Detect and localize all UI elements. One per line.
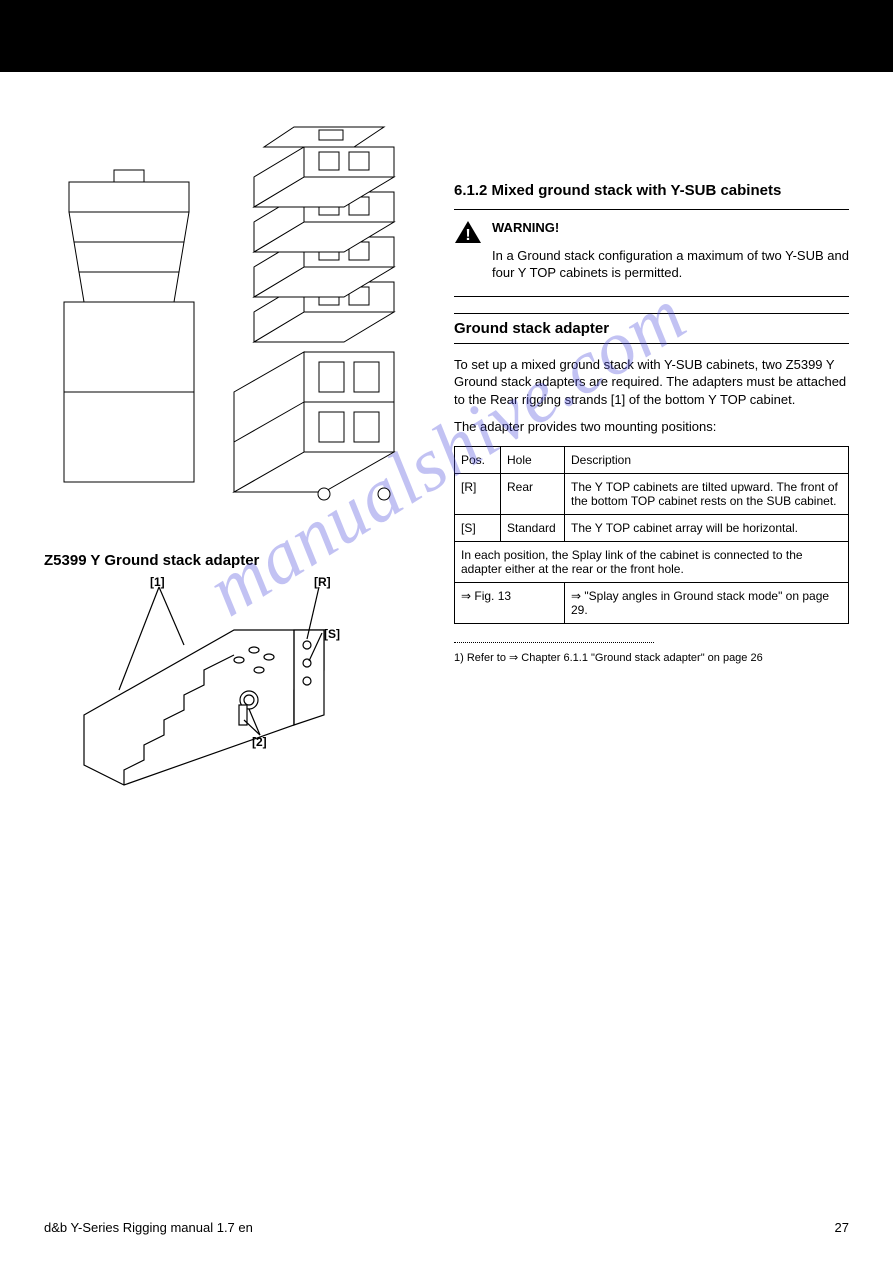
footnote: 1) Refer to ⇒ Chapter 6.1.1 "Ground stac… [454,651,849,664]
page-content: manualshive.com [0,72,893,805]
cell-desc: The Y TOP cabinet array will be horizont… [565,514,849,541]
section-heading: 6.1.2 Mixed ground stack with Y-SUB cabi… [454,182,849,199]
callout-2: [2] [252,735,267,749]
page-number: 27 [835,1220,849,1235]
cell-pos: [S] [455,514,501,541]
warning-box: ! WARNING! In a Ground stack configurati… [454,209,849,297]
cell-ref-right: ⇒ "Splay angles in Ground stack mode" on… [565,582,849,623]
cell-pos: [R] [455,473,501,514]
subsection-heading: Ground stack adapter [454,313,849,344]
stacks-svg [44,92,424,512]
callout-r: [R] [314,575,331,589]
callout-s: [S] [324,627,340,641]
right-column: 6.1.2 Mixed ground stack with Y-SUB cabi… [454,72,849,805]
th-hole: Hole [501,446,565,473]
cell-desc: The Y TOP cabinets are tilted upward. Th… [565,473,849,514]
table-ref-row: ⇒ Fig. 13 ⇒ "Splay angles in Ground stac… [455,582,849,623]
ground-stack-illustration [44,92,424,512]
svg-text:!: ! [465,227,470,244]
table-span-row: In each position, the Splay link of the … [455,541,849,582]
th-desc: Description [565,446,849,473]
cell-span: In each position, the Splay link of the … [455,541,849,582]
adapter-figure: Z5399 Y Ground stack adapter [1] [R] [S]… [44,552,434,805]
footnote-rule [454,642,654,643]
adapter-figure-title: Z5399 Y Ground stack adapter [44,552,434,569]
callout-1: [1] [150,575,165,589]
mounting-positions-table: Pos. Hole Description [R] Rear The Y TOP… [454,446,849,624]
table-header-row: Pos. Hole Description [455,446,849,473]
footer-text: d&b Y-Series Rigging manual 1.7 en [44,1220,253,1235]
warning-icon: ! [454,220,482,244]
warning-body: In a Ground stack configuration a maximu… [492,248,849,282]
paragraph-2: The adapter provides two mounting positi… [454,418,849,436]
cell-ref-left: ⇒ Fig. 13 [455,582,565,623]
warning-head: WARNING! [492,220,559,235]
table-row: [S] Standard The Y TOP cabinet array wil… [455,514,849,541]
th-pos: Pos. [455,446,501,473]
cell-hole: Rear [501,473,565,514]
cell-hole: Standard [501,514,565,541]
adapter-svg [64,575,404,805]
paragraph-1: To set up a mixed ground stack with Y-SU… [454,356,849,409]
top-bar [0,0,893,72]
left-column: Z5399 Y Ground stack adapter [1] [R] [S]… [44,72,434,805]
table-row: [R] Rear The Y TOP cabinets are tilted u… [455,473,849,514]
